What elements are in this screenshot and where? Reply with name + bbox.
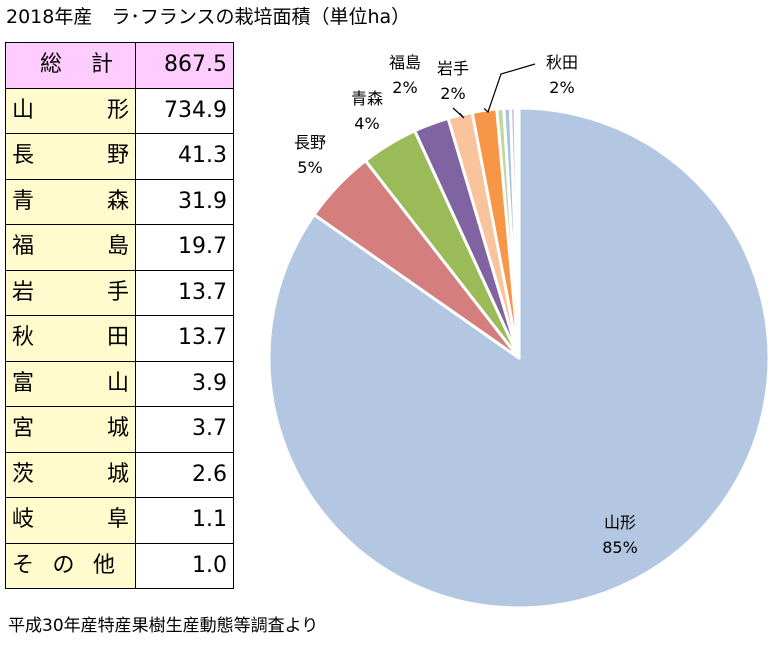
slice-name-label: 福島 bbox=[389, 53, 421, 72]
slice-percent-label: 4% bbox=[354, 114, 379, 133]
table-cell-name: 富山 bbox=[5, 360, 136, 407]
table-cell-value: 3.7 bbox=[135, 406, 234, 453]
slice-name-label: 長野 bbox=[294, 133, 326, 152]
table-cell-value: 1.1 bbox=[135, 497, 234, 544]
name-char: 島 bbox=[106, 234, 129, 260]
slice-name-label: 岩手 bbox=[437, 59, 469, 78]
table-row: 岩手 13.7 bbox=[5, 269, 234, 316]
name-char: 山 bbox=[12, 97, 35, 123]
table-cell-name: 宮城 bbox=[5, 406, 136, 453]
leader-line bbox=[483, 63, 536, 114]
slice-percent-label: 85% bbox=[602, 538, 638, 557]
slice-name-label: 青森 bbox=[351, 89, 383, 108]
table-cell-value: 13.7 bbox=[135, 315, 234, 362]
table-cell-name: その他 bbox=[5, 542, 136, 589]
name-char: 秋 bbox=[12, 325, 35, 351]
table-cell-name: 山形 bbox=[5, 87, 136, 134]
table-total-row: 総 計 867.5 bbox=[5, 42, 234, 89]
slice-name-label: 秋田 bbox=[546, 53, 578, 72]
table-cell-name: 茨城 bbox=[5, 451, 136, 498]
source-note: 平成30年産特産果樹生産動態等調査より bbox=[8, 616, 319, 636]
name-char: 城 bbox=[106, 461, 129, 487]
slice-percent-label: 2% bbox=[440, 84, 465, 103]
table-cell-name: 岐阜 bbox=[5, 497, 136, 544]
name-char: そ bbox=[12, 552, 35, 578]
name-char: 富 bbox=[12, 370, 35, 396]
leader-line bbox=[452, 107, 465, 119]
table-row: 茨城 2.6 bbox=[5, 451, 234, 498]
table-cell-value: 734.9 bbox=[135, 87, 234, 134]
name-char: 茨 bbox=[12, 461, 35, 487]
chart-title: 2018年産 ラ･フランスの栽培面積（単位ha） bbox=[6, 6, 411, 28]
table-cell-value: 1.0 bbox=[135, 542, 234, 589]
table-row: 岐阜 1.1 bbox=[5, 497, 234, 544]
name-char: 長 bbox=[12, 143, 35, 169]
table-row: 富山 3.9 bbox=[5, 360, 234, 407]
name-char: 阜 bbox=[106, 507, 129, 533]
name-char: 形 bbox=[106, 97, 129, 123]
name-char: 総 bbox=[40, 52, 63, 78]
name-char: 野 bbox=[106, 143, 129, 169]
name-char: 手 bbox=[106, 279, 129, 305]
pie-slice-10 bbox=[515, 106, 521, 360]
name-char: 城 bbox=[106, 416, 129, 442]
table-cell-value: 2.6 bbox=[135, 451, 234, 498]
name-char: 山 bbox=[106, 370, 129, 396]
table-row: 青森 31.9 bbox=[5, 178, 234, 225]
name-char: 宮 bbox=[12, 416, 35, 442]
name-char: の bbox=[52, 552, 75, 578]
table-cell-value: 867.5 bbox=[135, 42, 234, 89]
name-char: 森 bbox=[106, 188, 129, 214]
table-cell-value: 31.9 bbox=[135, 178, 234, 225]
slice-percent-label: 2% bbox=[549, 78, 574, 97]
table-cell-name: 青森 bbox=[5, 178, 136, 225]
table-row: 宮城 3.7 bbox=[5, 406, 234, 453]
name-char: 田 bbox=[106, 325, 129, 351]
slice-name-label: 山形 bbox=[604, 513, 636, 532]
name-char: 福 bbox=[12, 234, 35, 260]
table-cell-name: 岩手 bbox=[5, 269, 136, 316]
name-char: 他 bbox=[92, 552, 115, 578]
data-table: 総計 867.5 山形 734.9 長野 41.3 青森 31.9 福島 19.7 岩手 13.7 秋田… bbox=[5, 42, 234, 589]
table-row: その他 1.0 bbox=[5, 542, 234, 589]
slice-percent-label: 5% bbox=[297, 158, 322, 177]
name-char: 岩 bbox=[12, 279, 35, 305]
table-cell-value: 3.9 bbox=[135, 360, 234, 407]
slice-percent-label: 2% bbox=[392, 78, 417, 97]
table-row: 山形 734.9 bbox=[5, 87, 234, 134]
name-char: 計 bbox=[90, 52, 113, 78]
table-cell-value: 13.7 bbox=[135, 269, 234, 316]
name-char: 岐 bbox=[12, 507, 35, 533]
table-cell-value: 41.3 bbox=[135, 133, 234, 180]
name-char: 青 bbox=[12, 188, 35, 214]
